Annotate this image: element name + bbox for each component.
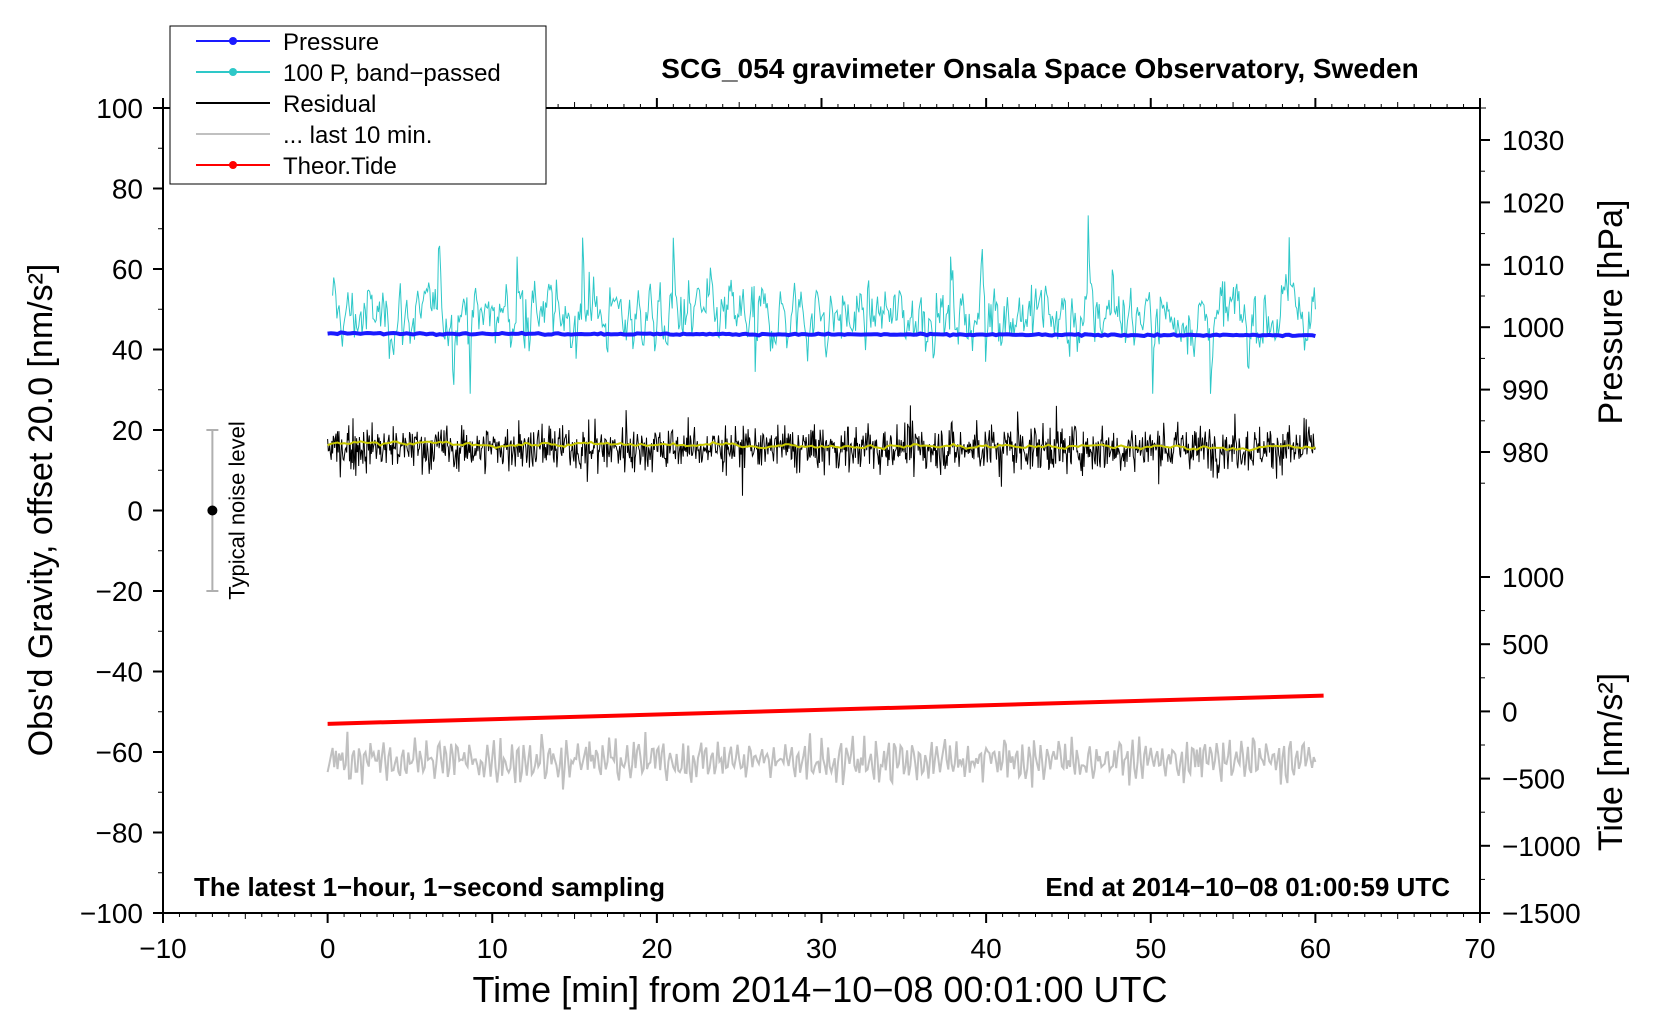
pressure-tick-label: 980: [1502, 437, 1549, 468]
y-axis-label-left: Obs'd Gravity, offset 20.0 [nm/s²]: [22, 264, 60, 757]
y-tick-label: −100: [80, 898, 143, 929]
x-tick-label: 30: [806, 933, 837, 964]
x-tick-label: 60: [1300, 933, 1331, 964]
legend-label: ... last 10 min.: [283, 122, 432, 149]
legend-swatch-dot: [229, 68, 237, 76]
noise-indicator: Typical noise level: [206, 421, 249, 600]
y-tick-label: 60: [112, 254, 143, 285]
legend: Pressure 100 P, band−passed Residual ... la…: [169, 25, 547, 185]
pressure-tick-label: 1010: [1502, 250, 1564, 281]
legend-box: [169, 25, 547, 185]
y-tick-label: −80: [96, 818, 144, 849]
legend-label: 100 P, band−passed: [283, 60, 501, 87]
y-tick-label: 0: [127, 496, 143, 527]
tide-tick-label: 500: [1502, 629, 1549, 660]
legend-label: Residual: [283, 91, 376, 118]
ticks-layer: −10 0 10 20 30 40 50 60 70−100−80−60−40−20020406…: [80, 93, 1581, 964]
x-tick-label: 0: [320, 933, 336, 964]
tide-tick-label: −1000: [1502, 831, 1581, 862]
x-tick-label: 50: [1135, 933, 1166, 964]
pressure-tick-label: 1000: [1502, 312, 1564, 343]
x-tick-label: 20: [641, 933, 672, 964]
y-axis-label-tide: Tide [nm/s²]: [1592, 673, 1630, 851]
chart-title: SCG_054 gravimeter Onsala Space Observat…: [661, 53, 1418, 84]
y-tick-label: −40: [96, 657, 144, 688]
y-tick-label: 20: [112, 415, 143, 446]
series-bandpassed-line: [332, 215, 1316, 394]
x-tick-label: 70: [1464, 933, 1495, 964]
series-last10min-line: [326, 731, 1317, 790]
tide-tick-label: −1500: [1502, 898, 1581, 929]
series-residual-smoothed-line: [327, 440, 1316, 452]
tide-tick-label: −500: [1502, 764, 1565, 795]
x-tick-label: −10: [139, 933, 187, 964]
annotation-end-time: End at 2014−10−08 01:00:59 UTC: [1045, 872, 1450, 902]
x-tick-label: 10: [477, 933, 508, 964]
pressure-tick-label: 990: [1502, 375, 1549, 406]
y-tick-label: 80: [112, 174, 143, 205]
y-tick-label: −60: [96, 737, 144, 768]
legend-label: Theor.Tide: [283, 153, 397, 180]
pressure-tick-label: 1030: [1502, 125, 1564, 156]
annotation-sampling: The latest 1−hour, 1−second sampling: [194, 872, 665, 902]
series-tide-line: [327, 693, 1324, 726]
series-pressure-line: [327, 330, 1316, 339]
x-axis-label: Time [min] from 2014−10−08 00:01:00 UTC: [472, 969, 1167, 1010]
noise-label: Typical noise level: [224, 421, 249, 600]
y-tick-label: −20: [96, 576, 144, 607]
x-tick-label: 40: [971, 933, 1002, 964]
y-tick-label: 100: [96, 93, 143, 124]
legend-swatch-dot: [229, 37, 237, 45]
y-axis-label-pressure: Pressure [hPa]: [1592, 200, 1630, 425]
legend-swatch-dot: [229, 161, 237, 169]
tide-tick-label: 1000: [1502, 562, 1564, 593]
pressure-tick-label: 1020: [1502, 187, 1564, 218]
legend-label: Pressure: [283, 29, 379, 56]
noise-center-dot: [207, 505, 218, 516]
y-tick-label: 40: [112, 335, 143, 366]
tide-tick-label: 0: [1502, 696, 1518, 727]
data-layer: [326, 215, 1324, 790]
